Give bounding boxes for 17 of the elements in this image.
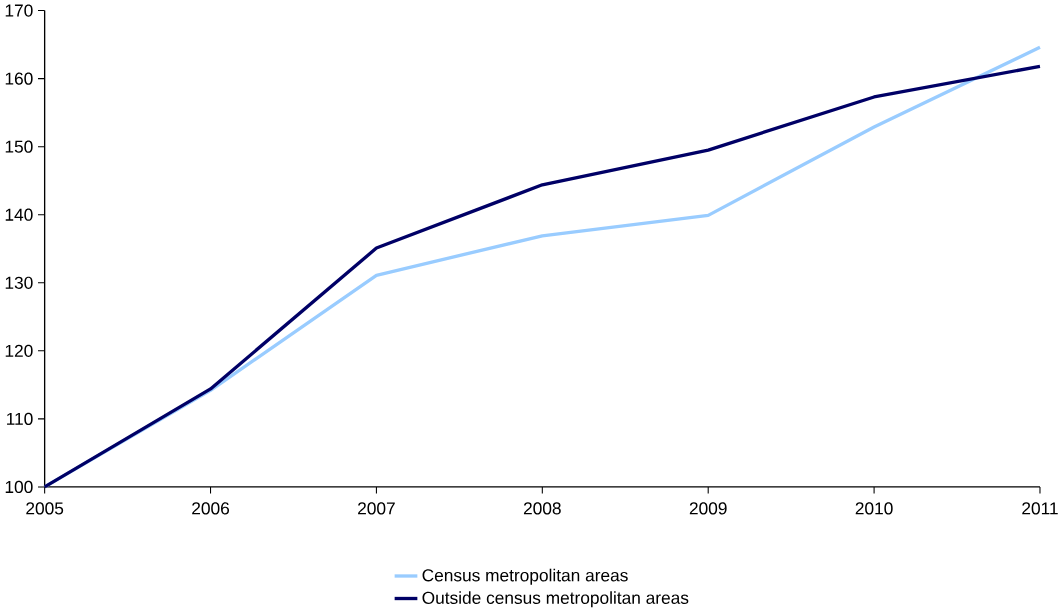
y-tick-label: 150 — [5, 140, 33, 153]
y-tick-label: 100 — [5, 480, 33, 493]
y-tick-label: 160 — [5, 72, 33, 85]
x-tick-label: 2008 — [523, 502, 561, 515]
legend-label: Census metropolitan areas — [422, 568, 628, 585]
x-tick-label: 2009 — [689, 502, 727, 515]
x-tick-label: 2006 — [192, 502, 230, 515]
legend-label: Outside census metropolitan areas — [422, 591, 689, 608]
x-tick-label: 2010 — [855, 502, 893, 515]
y-tick-label: 110 — [7, 412, 33, 425]
y-tick-label: 170 — [5, 4, 33, 17]
x-tick-label: 2011 — [1022, 502, 1058, 515]
y-tick-label: 140 — [5, 208, 33, 221]
x-tick-label: 2007 — [358, 502, 395, 515]
y-tick-label: 120 — [5, 344, 33, 357]
x-tick-label: 2005 — [26, 502, 64, 515]
y-tick-label: 130 — [5, 276, 33, 289]
